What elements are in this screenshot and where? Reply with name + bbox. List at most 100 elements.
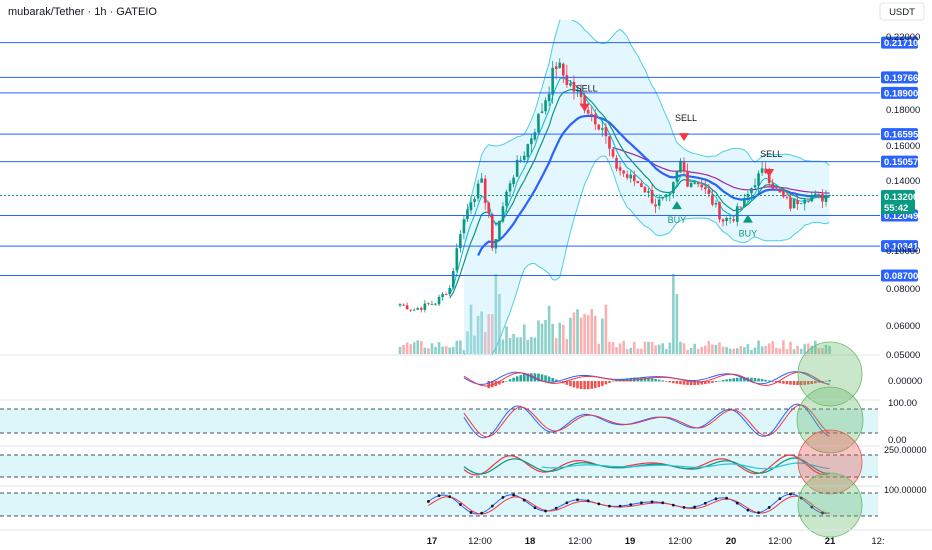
candle: [572, 75, 576, 100]
candle-body: [597, 124, 601, 130]
volume-bar: [743, 347, 746, 354]
volume-bar: [689, 347, 693, 354]
time-tick: 12:00: [668, 536, 692, 547]
macd-histogram-bar: [771, 381, 775, 382]
macd-histogram-bar: [654, 379, 657, 382]
volume-bar: [601, 318, 604, 354]
candle: [597, 123, 601, 131]
price-level: 0.19766: [0, 71, 918, 84]
volume-bar: [572, 312, 576, 354]
candle: [643, 186, 647, 193]
candle-body: [664, 194, 668, 197]
rsi-line: [428, 493, 830, 515]
candle: [718, 201, 721, 223]
volume-bar: [799, 348, 803, 354]
macd-histogram-bar: [487, 381, 491, 389]
candle: [430, 300, 434, 305]
macd-histogram-bar: [672, 381, 675, 384]
candle: [714, 199, 718, 208]
volume-bar: [512, 333, 515, 354]
volume-bar: [664, 349, 668, 354]
macd-histogram-bar: [590, 381, 593, 389]
macd-histogram-bar: [682, 381, 686, 385]
time-tick: 12:00: [568, 536, 592, 547]
candle-body: [760, 168, 764, 173]
cci-signal-line: [541, 462, 830, 470]
candle: [565, 64, 569, 88]
candle-body: [483, 178, 487, 203]
volume-bar: [775, 347, 778, 354]
candle-body: [640, 183, 643, 188]
macd-histogram-bar: [586, 381, 590, 390]
candle-body: [789, 197, 792, 209]
rsi-pane[interactable]: [0, 472, 880, 538]
macd-histogram-bar: [643, 377, 647, 382]
candle: [508, 180, 512, 198]
stochastic-pane[interactable]: [0, 386, 880, 454]
price-pane[interactable]: [398, 18, 831, 372]
cci-pane[interactable]: [0, 429, 880, 495]
volume-bar: [728, 348, 732, 354]
candle: [512, 175, 515, 188]
candle-body: [569, 83, 572, 86]
macd-signal-line: [463, 371, 830, 387]
candle: [735, 203, 739, 227]
price-axis[interactable]: 0.22000 0.18000 0.16000 0.14000 0.10000 …: [886, 32, 920, 361]
candle-body: [551, 67, 554, 95]
rsi-dot: [757, 511, 760, 514]
candle: [412, 308, 416, 311]
candle-body: [565, 75, 569, 85]
candle: [750, 187, 753, 201]
rsi-dot: [671, 503, 675, 507]
rsi-dot: [618, 504, 622, 508]
macd-pane[interactable]: [0, 341, 880, 407]
macd-histogram-bar: [700, 381, 704, 385]
volume-bar: [590, 309, 593, 354]
macd-histogram-bar: [611, 380, 615, 382]
volume-bar: [764, 345, 767, 354]
volume-bar: [427, 348, 430, 354]
volume-bar: [533, 337, 537, 354]
volume-bar: [711, 344, 714, 354]
candle-body: [686, 170, 689, 187]
price-level: 0.21710: [0, 36, 918, 49]
candle-body: [743, 197, 746, 208]
candle-body: [441, 294, 444, 298]
candle: [675, 171, 679, 184]
currency-selector[interactable]: USDT: [879, 2, 925, 21]
candle-body: [668, 193, 672, 195]
price-level-badge: [881, 36, 918, 49]
time-axis[interactable]: 17 12:00 18 12:00 19 12:00 20 12:00 21 1…: [0, 529, 932, 547]
candle: [668, 191, 672, 202]
volume-bar: [586, 315, 590, 354]
macd-histogram-bar: [721, 380, 725, 382]
volume-bar: [423, 347, 427, 354]
time-tick: 17: [427, 536, 438, 547]
candle-body: [643, 186, 647, 193]
rsi-dot: [714, 497, 718, 501]
macd-histogram-bar: [491, 381, 494, 388]
candle: [654, 198, 657, 214]
candle: [579, 84, 583, 107]
candle-body: [689, 182, 693, 187]
candle: [806, 200, 810, 204]
candle: [704, 180, 707, 194]
macd-histogram-bar: [522, 374, 526, 382]
candle: [696, 182, 700, 188]
volume-bar: [615, 347, 618, 354]
volume-bar: [735, 348, 739, 354]
sell-arrow-icon: [679, 133, 689, 142]
candle: [789, 192, 792, 212]
candle-body: [618, 167, 622, 171]
price-tick: 0.08000: [886, 284, 920, 295]
volume-bar: [448, 347, 451, 354]
candle: [526, 143, 530, 164]
candle: [721, 218, 725, 227]
signal-label: BUY: [739, 229, 758, 239]
rsi-dot: [501, 496, 505, 499]
candle: [533, 128, 537, 142]
macd-histogram-bar: [668, 381, 672, 383]
macd-zero-label: 0.00000: [888, 376, 922, 387]
candle: [746, 190, 750, 203]
